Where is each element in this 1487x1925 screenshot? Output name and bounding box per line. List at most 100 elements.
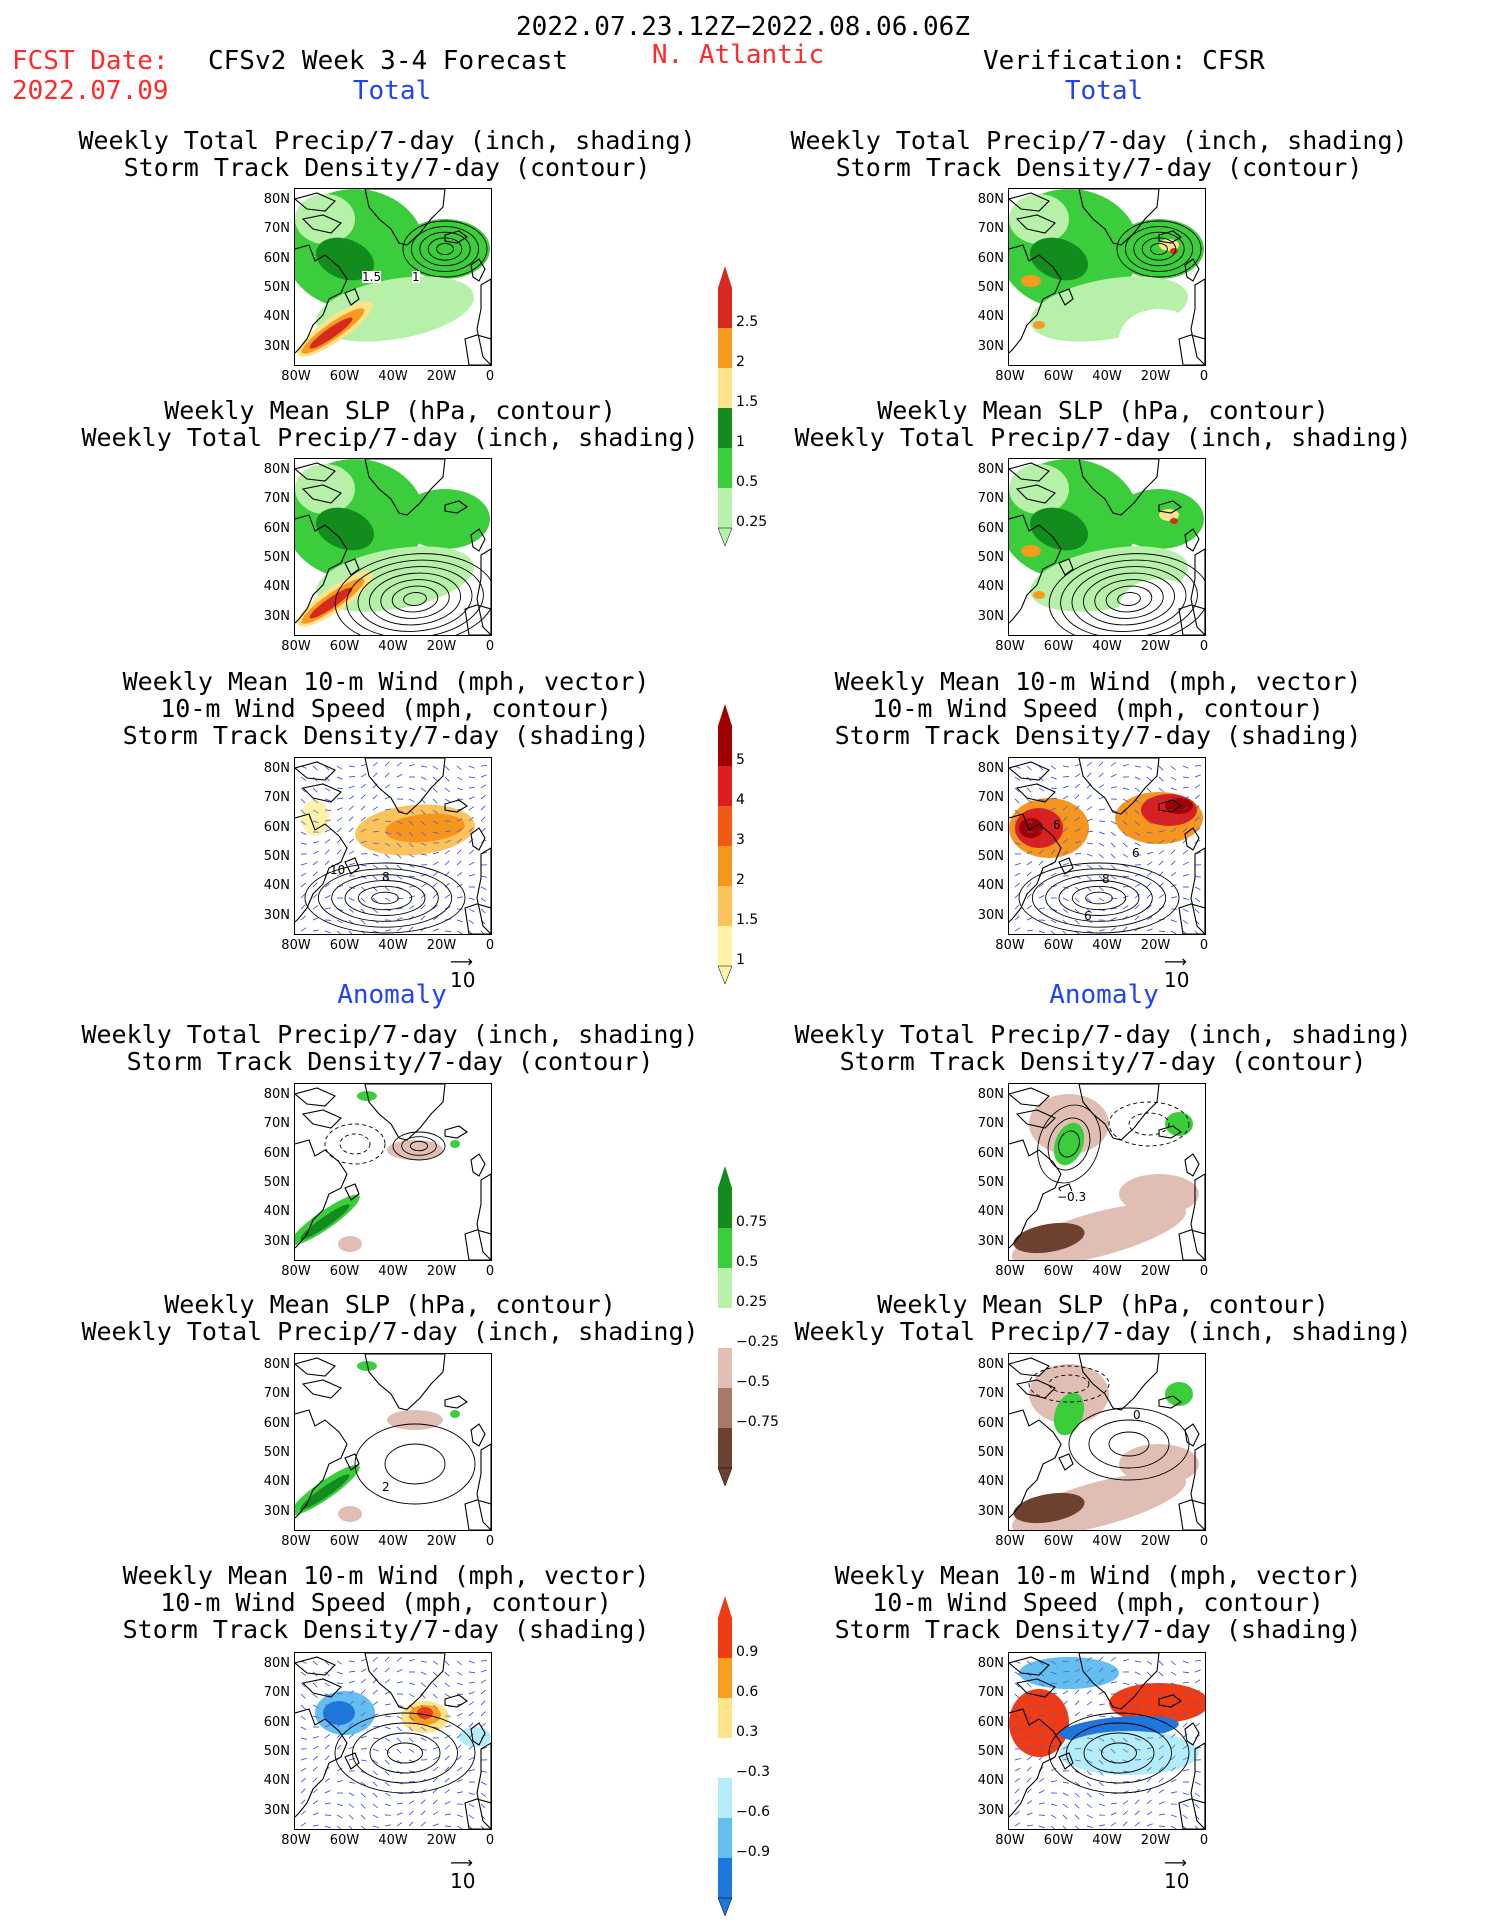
wind-vector [408, 842, 414, 848]
wind-vector [468, 1769, 475, 1772]
lat-tick-label: 40N [977, 878, 1004, 894]
wind-vector [420, 1671, 427, 1675]
wind-vector [1050, 776, 1057, 780]
wind-vector [432, 861, 439, 866]
wind-vector [420, 820, 426, 826]
wind-vector [312, 1682, 318, 1688]
wind-vector [336, 872, 343, 877]
wind-vector [444, 798, 451, 803]
wind-vector [1158, 787, 1164, 793]
arctic-islands-coast [1009, 1357, 1056, 1399]
lon-tick-label: 0 [1199, 1833, 1209, 1848]
wind-vector [300, 1822, 307, 1827]
wind-vector [1098, 1667, 1104, 1673]
wind-vector [1158, 1660, 1164, 1666]
wind-vector [312, 809, 319, 814]
wind-vector [300, 1726, 307, 1731]
wind-vector [1158, 1725, 1165, 1728]
wind-vector [1014, 1715, 1020, 1720]
wind-vector [420, 842, 427, 846]
wind-vector [312, 1812, 319, 1816]
wind-vector [1098, 820, 1106, 822]
wind-vector [1050, 838, 1056, 844]
wind-vector [1062, 1781, 1069, 1784]
no-precip [335, 339, 491, 365]
wind-vector [432, 928, 439, 932]
contour-line [1058, 880, 1140, 916]
title-obs-total-wind-track: Weekly Mean 10-m Wind (mph, vector) 10-m … [834, 667, 1362, 750]
wind-vector [1038, 819, 1045, 822]
lat-tick-label: 60N [977, 1145, 1004, 1161]
wind-vector [444, 1813, 451, 1816]
wind-vector [324, 1802, 331, 1805]
wind-vector [1098, 1770, 1104, 1776]
wind-vector [1086, 897, 1092, 903]
wind-vector [384, 784, 391, 789]
wind-vector [396, 1715, 403, 1720]
wind-vector [1050, 1722, 1056, 1728]
wind-vector [360, 763, 367, 767]
wind-vector [1026, 1812, 1033, 1816]
wind-vector [1134, 904, 1140, 910]
wind-vector [1038, 765, 1044, 771]
wind-vector [1110, 842, 1116, 848]
wind-vector [468, 1701, 475, 1706]
contour-line [1117, 592, 1141, 606]
wind-vector [324, 1755, 330, 1761]
colorbar-anom_precip [716, 1166, 734, 1490]
wind-vector [348, 862, 355, 866]
europe-coast [1184, 1423, 1205, 1530]
wind-vector [1062, 1711, 1068, 1717]
wind-vector [456, 776, 463, 781]
lon-tick-label: 80W [995, 639, 1025, 654]
contour-line [1071, 566, 1187, 632]
wind-vector [324, 907, 331, 910]
wind-vector [300, 798, 306, 804]
colorbar-label: 0.5 [736, 1254, 759, 1270]
wind-vector [1170, 765, 1176, 771]
colorbar-label: 0.25 [736, 514, 768, 530]
wind-vector [456, 1779, 463, 1783]
wind-vector [1098, 875, 1104, 881]
wind-vector [300, 882, 306, 888]
wind-vector [468, 1722, 474, 1728]
lat-tick-label: 40N [263, 1474, 290, 1490]
wind-vector [372, 842, 379, 845]
colorbar-label: −0.6 [736, 1804, 770, 1820]
wind-vector [1194, 816, 1200, 822]
arctic-islands-coast [1009, 192, 1056, 234]
wind-vector [420, 904, 426, 910]
iceland-coast [444, 1125, 468, 1139]
colorbar-label: 4 [736, 792, 745, 808]
greenland-coast [364, 1653, 446, 1710]
wind-vector [480, 1825, 485, 1829]
wind-vector [1086, 1781, 1092, 1787]
wind-vector [1026, 1777, 1032, 1783]
colorbar-cap-top [718, 1166, 732, 1188]
wind-vector [336, 1722, 342, 1728]
wind-vector [1134, 809, 1140, 815]
precip-shade [400, 489, 490, 549]
wind-vector [1050, 1767, 1057, 1772]
wind-vector [1182, 1825, 1187, 1829]
wind-vector [1182, 1792, 1189, 1795]
wind-vector [444, 1725, 451, 1728]
lon-tick-label: 0 [1199, 938, 1209, 953]
colorbar-segment [718, 926, 732, 966]
wind-vector [1170, 1791, 1177, 1794]
lat-tick-label: 70N [263, 1685, 290, 1701]
lon-tick-label: 40W [378, 1534, 408, 1549]
wind-vector [432, 1704, 438, 1709]
wind-vector [1086, 1656, 1092, 1662]
wind-vector [444, 1745, 450, 1750]
colorbar-segment [718, 1308, 732, 1348]
wind-vector [1074, 1814, 1080, 1820]
lat-tick-label: 40N [977, 1773, 1004, 1789]
wind-vector [1122, 1780, 1130, 1783]
contour-line [346, 559, 484, 635]
arctic-islands-coast [1009, 1656, 1056, 1698]
iceland-coast [1158, 799, 1182, 813]
wind-vector [1074, 1781, 1081, 1786]
contour-line [354, 1423, 476, 1505]
wind-vector [300, 862, 307, 866]
